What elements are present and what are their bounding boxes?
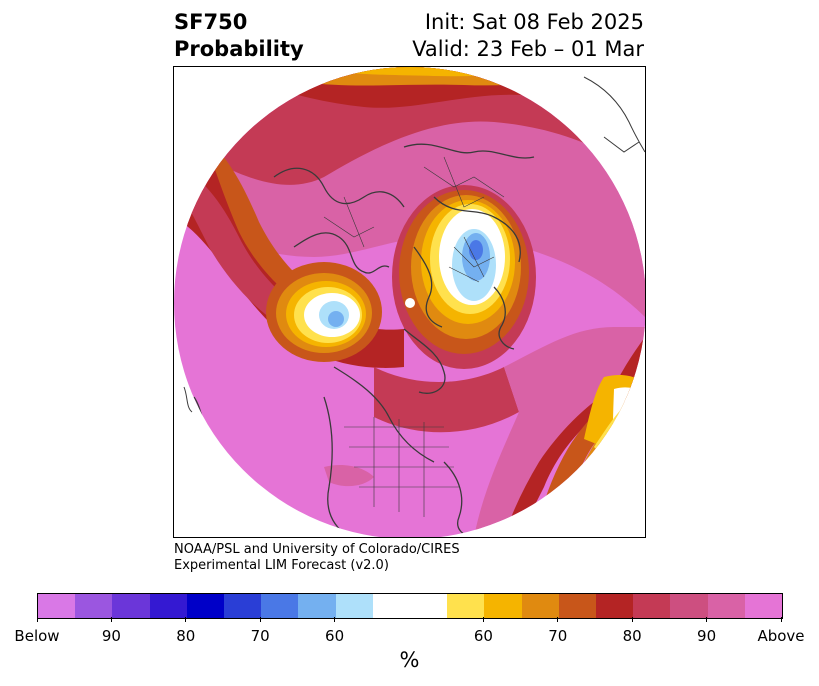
coast-scandinavia	[413, 246, 443, 328]
colorbar-tick-label: 60	[473, 627, 493, 645]
colorbar-tick	[557, 617, 559, 622]
colorbar-tick	[780, 617, 782, 622]
credit-line-2: Experimental LIM Forecast (v2.0)	[174, 558, 389, 573]
coast-arabia	[403, 143, 535, 159]
colorbar-segment	[558, 594, 597, 618]
colorbar-segment	[744, 594, 783, 618]
title-metric: Probability	[174, 37, 304, 61]
colorbar-tick-label: Below	[14, 627, 60, 645]
colorbar-segment	[38, 594, 76, 618]
colorbar-segment	[521, 594, 559, 618]
colorbar-segment	[186, 594, 225, 618]
coast-europe	[433, 196, 521, 263]
colorbar	[37, 593, 783, 619]
outer-coast-east	[583, 76, 645, 153]
globe-disk	[174, 67, 645, 537]
init-date: Init: Sat 08 Feb 2025	[424, 10, 644, 34]
east-core-blue-dark	[469, 240, 483, 260]
colorbar-segment	[670, 594, 708, 618]
coast-canada	[333, 366, 435, 463]
colorbar-tick	[334, 617, 336, 622]
border-scandinavia	[448, 236, 495, 283]
field-orange-dark-west	[204, 137, 324, 312]
colorbar-tick-label: 70	[250, 627, 270, 645]
field-white-east	[612, 387, 645, 537]
title-right: Init: Sat 08 Feb 2025 Valid: 23 Feb – 01…	[412, 9, 644, 63]
colorbar-tick-label: 80	[622, 627, 642, 645]
colorbar-segment	[633, 594, 671, 618]
border-us-states-v	[373, 417, 425, 517]
valid-range: Valid: 23 Feb – 01 Mar	[412, 37, 644, 61]
credit: NOAA/PSL and University of Colorado/CIRE…	[174, 542, 460, 574]
coast-iceland	[493, 286, 515, 350]
colorbar-segment	[75, 594, 113, 618]
pole-gap	[405, 298, 415, 308]
colorbar-tick	[482, 617, 484, 622]
colorbar-tick-label: 90	[697, 627, 717, 645]
colorbar-tick-label: Above	[757, 627, 805, 645]
borders	[323, 156, 505, 517]
colorbar-segment	[112, 594, 150, 618]
colorbar-segment	[372, 594, 411, 618]
colorbar-tick	[110, 617, 112, 622]
colorbar-tick	[706, 617, 708, 622]
outer-border-east	[603, 136, 640, 153]
colorbar-tick	[259, 617, 261, 622]
colorbar-tick-label: 90	[101, 627, 121, 645]
colorbar-tick	[185, 617, 187, 622]
outer-coast-west	[183, 386, 193, 413]
colorbar-segment	[410, 594, 448, 618]
title-variable: SF750	[174, 10, 248, 34]
colorbar-segment	[224, 594, 262, 618]
field-patch-us	[324, 465, 374, 487]
colorbar-tick	[36, 617, 38, 622]
credit-line-1: NOAA/PSL and University of Colorado/CIRE…	[174, 542, 460, 557]
colorbar-ticks: Below 90 80 70 60 60 70 80 90 Above	[14, 617, 805, 647]
colorbar-tick	[631, 617, 633, 622]
colorbar-segment	[298, 594, 336, 618]
west-core-blue-mid	[328, 311, 344, 327]
colorbar-tick-label: 80	[176, 627, 196, 645]
field-above-low-central	[374, 367, 519, 433]
colorbar-unit: %	[399, 648, 420, 672]
colorbar-tick-label: 60	[325, 627, 345, 645]
field-yellow-top	[294, 67, 554, 77]
coast-us-west	[323, 396, 350, 537]
border-asia	[323, 196, 375, 248]
field-above-mid-east	[474, 327, 645, 537]
colorbar-segment	[484, 594, 522, 618]
colorbar-segment	[707, 594, 745, 618]
map-panel	[173, 66, 646, 538]
colorbar-segment	[596, 594, 634, 618]
coast-asia-north	[273, 167, 405, 208]
colorbar-segment	[335, 594, 373, 618]
coast-greenland	[403, 328, 446, 394]
polar-probability-map	[174, 67, 645, 537]
title-left: SF750 Probability	[174, 9, 304, 63]
colorbar-tick-label: 70	[548, 627, 568, 645]
border-europe	[423, 156, 505, 208]
coast-siberia	[293, 232, 390, 274]
field-deep-red-east	[504, 337, 645, 537]
colorbar-segment	[261, 594, 299, 618]
colorbar-segment	[447, 594, 485, 618]
colorbar-segment	[149, 594, 187, 618]
outer-coastlines	[183, 76, 645, 413]
